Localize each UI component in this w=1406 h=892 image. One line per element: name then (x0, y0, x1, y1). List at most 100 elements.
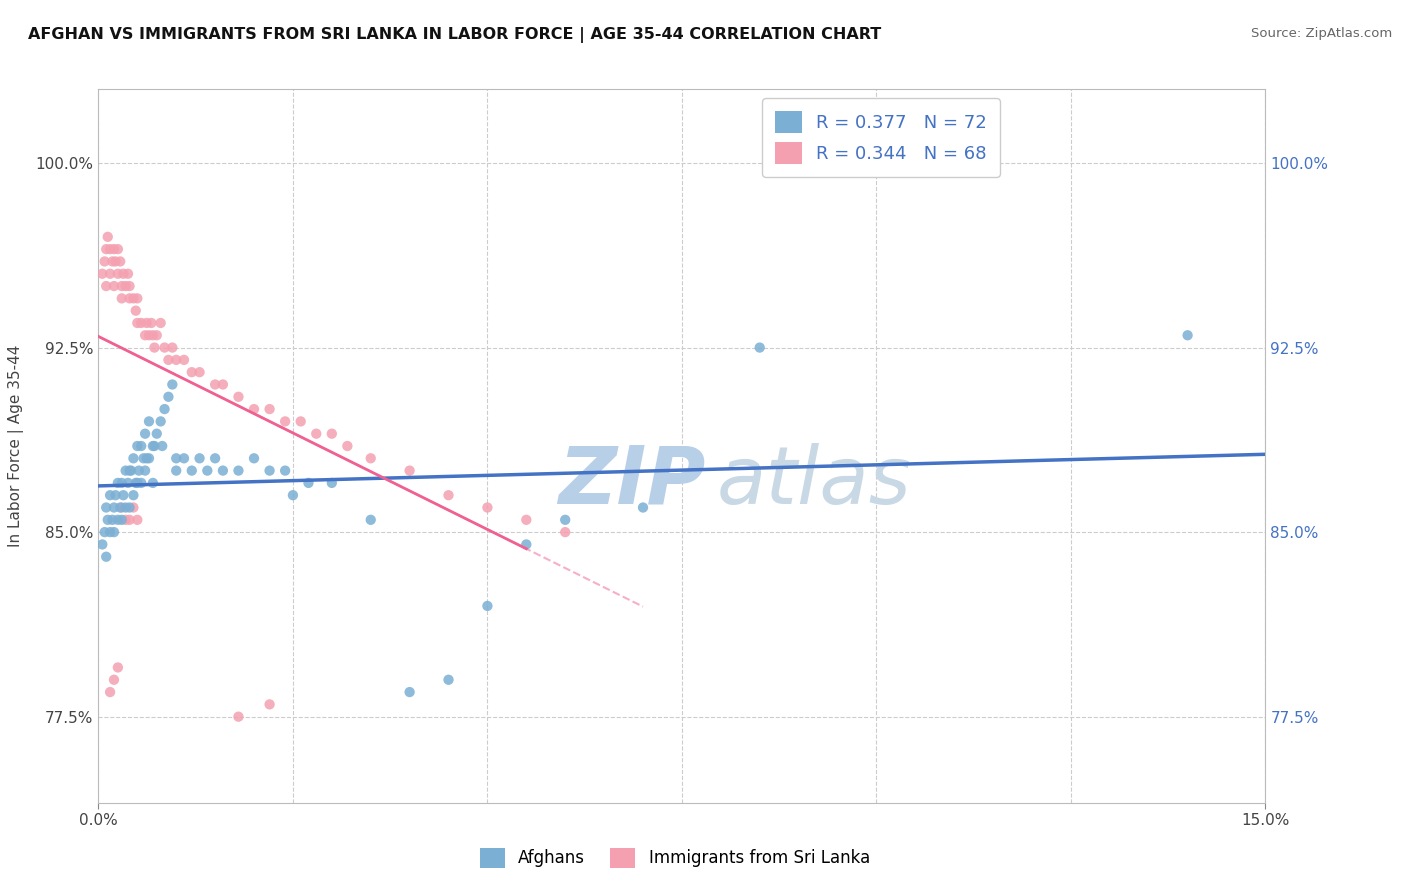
Point (228, 390, 250, 404)
Point (118, 464, 141, 478)
Point (142, 328, 165, 343)
Point (135, 451, 157, 466)
Point (96, 500, 118, 515)
Point (120, 464, 142, 478)
Point (111, 513, 134, 527)
Point (142, 439, 165, 453)
Point (114, 513, 136, 527)
Point (127, 475, 149, 490)
Point (212, 464, 235, 478)
Point (437, 488, 460, 502)
Point (149, 414, 172, 428)
Point (321, 426, 343, 441)
Point (173, 352, 195, 367)
Point (554, 525, 576, 540)
Point (437, 673, 460, 687)
Text: ZIP: ZIP (558, 442, 706, 521)
Point (281, 488, 304, 502)
Point (104, 254, 127, 268)
Point (204, 451, 226, 466)
Point (91, 537, 114, 551)
Point (111, 475, 134, 490)
Point (127, 439, 149, 453)
Point (173, 451, 195, 466)
Point (305, 426, 328, 441)
Point (104, 488, 127, 502)
Point (117, 475, 139, 490)
Point (111, 291, 134, 305)
Point (122, 500, 145, 515)
Point (129, 316, 152, 330)
Point (180, 365, 202, 379)
Point (157, 390, 180, 404)
Point (398, 464, 420, 478)
Point (118, 513, 141, 527)
Point (98, 685, 121, 699)
Point (91, 267, 114, 281)
Point (103, 673, 125, 687)
Point (114, 500, 136, 515)
Point (228, 709, 250, 723)
Point (98, 488, 121, 502)
Point (135, 316, 157, 330)
Point (134, 464, 156, 478)
Point (122, 451, 145, 466)
Point (398, 685, 420, 699)
Point (108, 254, 131, 268)
Point (122, 488, 145, 502)
Point (114, 279, 136, 293)
Point (127, 316, 149, 330)
Point (149, 316, 172, 330)
Point (125, 475, 148, 490)
Point (243, 451, 266, 466)
Point (1177, 328, 1199, 343)
Point (188, 365, 211, 379)
Point (127, 291, 149, 305)
Point (103, 279, 125, 293)
Point (157, 352, 180, 367)
Point (128, 464, 150, 478)
Point (360, 513, 382, 527)
Point (259, 402, 281, 417)
Point (748, 341, 770, 355)
Point (290, 414, 312, 428)
Text: Source: ZipAtlas.com: Source: ZipAtlas.com (1251, 27, 1392, 40)
Point (162, 341, 184, 355)
Point (336, 439, 359, 453)
Point (146, 426, 169, 441)
Point (93, 525, 115, 540)
Point (98, 242, 121, 256)
Point (98, 525, 121, 540)
Point (138, 328, 160, 343)
Point (107, 242, 129, 256)
Point (274, 464, 297, 478)
Point (204, 377, 226, 392)
Point (138, 451, 160, 466)
Point (143, 439, 166, 453)
Point (165, 352, 187, 367)
Point (103, 525, 125, 540)
Point (107, 660, 129, 674)
Point (118, 291, 141, 305)
Point (297, 475, 319, 490)
Point (477, 500, 499, 515)
Point (112, 267, 135, 281)
Point (111, 279, 134, 293)
Legend: R = 0.377   N = 72, R = 0.344   N = 68: R = 0.377 N = 72, R = 0.344 N = 68 (762, 98, 1000, 177)
Point (103, 242, 125, 256)
Point (259, 698, 281, 712)
Point (146, 328, 169, 343)
Point (122, 291, 145, 305)
Point (108, 500, 131, 515)
Point (360, 451, 382, 466)
Point (153, 402, 176, 417)
Point (195, 464, 218, 478)
Y-axis label: In Labor Force | Age 35-44: In Labor Force | Age 35-44 (8, 345, 24, 547)
Point (134, 328, 156, 343)
Point (138, 414, 160, 428)
Point (515, 537, 537, 551)
Point (101, 254, 124, 268)
Point (515, 513, 537, 527)
Point (118, 279, 141, 293)
Point (96, 242, 118, 256)
